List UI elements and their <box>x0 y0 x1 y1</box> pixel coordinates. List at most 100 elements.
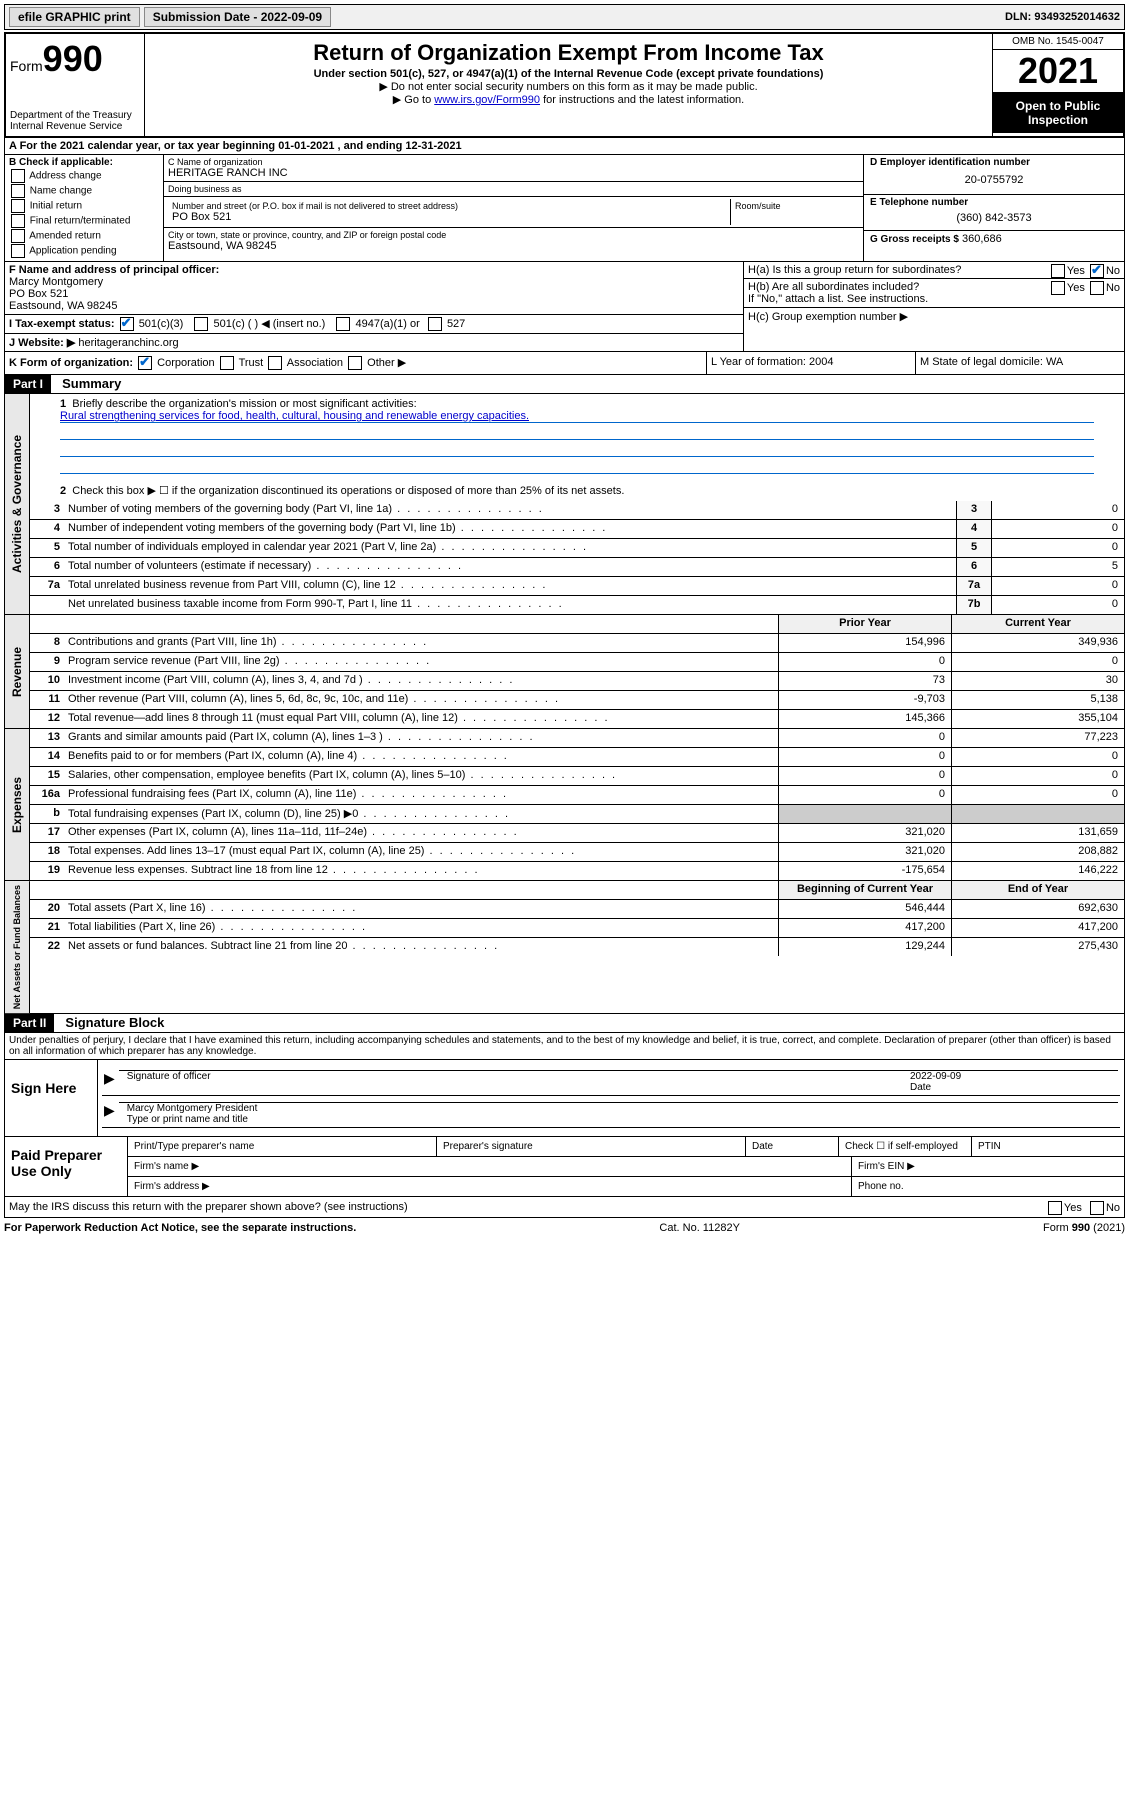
chk-other[interactable] <box>348 356 362 370</box>
chk-final-return[interactable]: Final return/terminated <box>9 214 159 228</box>
chk-527[interactable] <box>428 317 442 331</box>
data-line: bTotal fundraising expenses (Part IX, co… <box>30 805 1124 824</box>
firm-ein-label: Firm's EIN ▶ <box>852 1157 1124 1176</box>
chk-501c3[interactable] <box>120 317 134 331</box>
data-line: 15Salaries, other compensation, employee… <box>30 767 1124 786</box>
col-d-ein: D Employer identification number 20-0755… <box>863 155 1124 261</box>
chk-discuss-yes[interactable] <box>1048 1201 1062 1215</box>
chk-association[interactable] <box>268 356 282 370</box>
mission-line2 <box>60 425 1094 440</box>
opt-4947: 4947(a)(1) or <box>356 318 420 330</box>
data-line: 12Total revenue—add lines 8 through 11 (… <box>30 710 1124 728</box>
street-label: Number and street (or P.O. box if mail i… <box>172 201 726 211</box>
efile-button[interactable]: efile GRAPHIC print <box>9 7 140 27</box>
part1-netassets: Net Assets or Fund Balances Beginning of… <box>4 881 1125 1014</box>
section-hc: H(c) Group exemption number ▶ <box>744 308 1124 325</box>
mission-block: 1 Briefly describe the organization's mi… <box>30 394 1124 501</box>
rev-header-row: Prior Year Current Year <box>30 615 1124 634</box>
data-line: 11Other revenue (Part VIII, column (A), … <box>30 691 1124 710</box>
chk-501c[interactable] <box>194 317 208 331</box>
chk-ha-yes[interactable] <box>1051 264 1065 278</box>
chk-address-change[interactable]: Address change <box>9 169 159 183</box>
officer-name: Marcy Montgomery <box>9 276 739 288</box>
self-employed-chk[interactable]: Check ☐ if self-employed <box>839 1137 972 1156</box>
part2-badge: Part II <box>5 1014 54 1032</box>
chk-4947[interactable] <box>336 317 350 331</box>
data-line: 14Benefits paid to or for members (Part … <box>30 748 1124 767</box>
chk-hb-no[interactable] <box>1090 281 1104 295</box>
opt-assoc: Association <box>287 357 343 369</box>
penalties-text: Under penalties of perjury, I declare th… <box>4 1033 1125 1060</box>
discuss-row: May the IRS discuss this return with the… <box>4 1197 1125 1218</box>
officer-addr2: Eastsound, WA 98245 <box>9 300 739 312</box>
chk-corporation[interactable] <box>138 356 152 370</box>
m-state-domicile: M State of legal domicile: WA <box>916 352 1124 374</box>
irs-link[interactable]: www.irs.gov/Form990 <box>434 94 540 106</box>
section-bcd: B Check if applicable: Address change Na… <box>4 155 1125 262</box>
form-subtitle: Under section 501(c), 527, or 4947(a)(1)… <box>149 68 988 80</box>
chk-ha-no[interactable] <box>1090 264 1104 278</box>
chk-initial-return[interactable]: Initial return <box>9 199 159 213</box>
current-year-header: Current Year <box>951 615 1124 633</box>
header-left: Form990 Department of the Treasury Inter… <box>6 34 145 136</box>
data-line: 9Program service revenue (Part VIII, lin… <box>30 653 1124 672</box>
form-ref: Form 990 (2021) <box>1043 1222 1125 1234</box>
k-form-org: K Form of organization: Corporation Trus… <box>5 352 707 374</box>
gov-line: 3Number of voting members of the governi… <box>30 501 1124 520</box>
sign-here-section: Sign Here Signature of officer 2022-09-0… <box>4 1060 1125 1137</box>
part1-governance: Activities & Governance 1 Briefly descri… <box>4 394 1125 615</box>
part1-badge: Part I <box>5 375 51 393</box>
data-line: 13Grants and similar amounts paid (Part … <box>30 729 1124 748</box>
mission-link[interactable]: Rural strengthening services for food, h… <box>60 410 529 422</box>
part1-revenue: Revenue Prior Year Current Year 8Contrib… <box>4 615 1125 729</box>
cat-no: Cat. No. 11282Y <box>659 1222 740 1234</box>
note-link: ▶ Go to www.irs.gov/Form990 for instruct… <box>149 93 988 106</box>
part1-expenses: Expenses 13Grants and similar amounts pa… <box>4 729 1125 881</box>
section-fhij: F Name and address of principal officer:… <box>4 262 1125 352</box>
ha-label: H(a) Is this a group return for subordin… <box>748 264 961 276</box>
chk-application-pending[interactable]: Application pending <box>9 244 159 258</box>
f-label: F Name and address of principal officer: <box>9 264 739 276</box>
b-label: B Check if applicable: <box>9 157 159 168</box>
header-mid: Return of Organization Exempt From Incom… <box>145 34 992 136</box>
omb-number: OMB No. 1545-0047 <box>993 34 1123 50</box>
org-name-label: C Name of organization <box>168 157 859 167</box>
chk-name-change[interactable]: Name change <box>9 184 159 198</box>
chk-discuss-no[interactable] <box>1090 1201 1104 1215</box>
form-number: 990 <box>43 38 103 79</box>
officer-addr1: PO Box 521 <box>9 288 739 300</box>
firm-name-label: Firm's name ▶ <box>128 1157 852 1176</box>
firm-addr-label: Firm's address ▶ <box>128 1177 852 1196</box>
preparer-name-col: Print/Type preparer's name <box>128 1137 437 1156</box>
submission-date-button[interactable]: Submission Date - 2022-09-09 <box>144 7 331 27</box>
gov-line: 7aTotal unrelated business revenue from … <box>30 577 1124 596</box>
opt-501c3: 501(c)(3) <box>139 318 184 330</box>
sig-officer-label: Signature of officer <box>119 1070 902 1093</box>
sign-here-label: Sign Here <box>5 1060 98 1136</box>
sig-line-1: Signature of officer 2022-09-09Date <box>102 1068 1120 1096</box>
note-post: for instructions and the latest informat… <box>540 94 744 106</box>
j-label: J Website: ▶ <box>9 337 75 349</box>
website-value: heritageranchinc.org <box>78 337 178 349</box>
sig-line-2: Marcy Montgomery PresidentType or print … <box>102 1100 1120 1128</box>
i-label: I Tax-exempt status: <box>9 318 115 330</box>
officer-name-sig: Marcy Montgomery President <box>127 1103 258 1114</box>
chk-hb-yes[interactable] <box>1051 281 1065 295</box>
col-b-checkboxes: B Check if applicable: Address change Na… <box>5 155 164 261</box>
section-hb: H(b) Are all subordinates included? Yes … <box>744 279 1124 308</box>
data-line: 18Total expenses. Add lines 13–17 (must … <box>30 843 1124 862</box>
chk-trust[interactable] <box>220 356 234 370</box>
chk-amended-return[interactable]: Amended return <box>9 229 159 243</box>
paid-preparer-section: Paid Preparer Use Only Print/Type prepar… <box>4 1137 1125 1197</box>
officer-label-sig: Type or print name and title <box>127 1114 248 1125</box>
l-year-formation: L Year of formation: 2004 <box>707 352 916 374</box>
mission-line3 <box>60 442 1094 457</box>
q2-label: Check this box ▶ ☐ if the organization d… <box>72 485 624 497</box>
dba-label: Doing business as <box>168 184 859 194</box>
data-line: 22Net assets or fund balances. Subtract … <box>30 938 1124 956</box>
begin-year-header: Beginning of Current Year <box>778 881 951 899</box>
ein-value: 20-0755792 <box>870 168 1118 192</box>
row-a-tax-year: A For the 2021 calendar year, or tax yea… <box>4 138 1125 155</box>
phone-value: (360) 842-3573 <box>870 208 1118 228</box>
top-bar: efile GRAPHIC print Submission Date - 20… <box>4 4 1125 30</box>
